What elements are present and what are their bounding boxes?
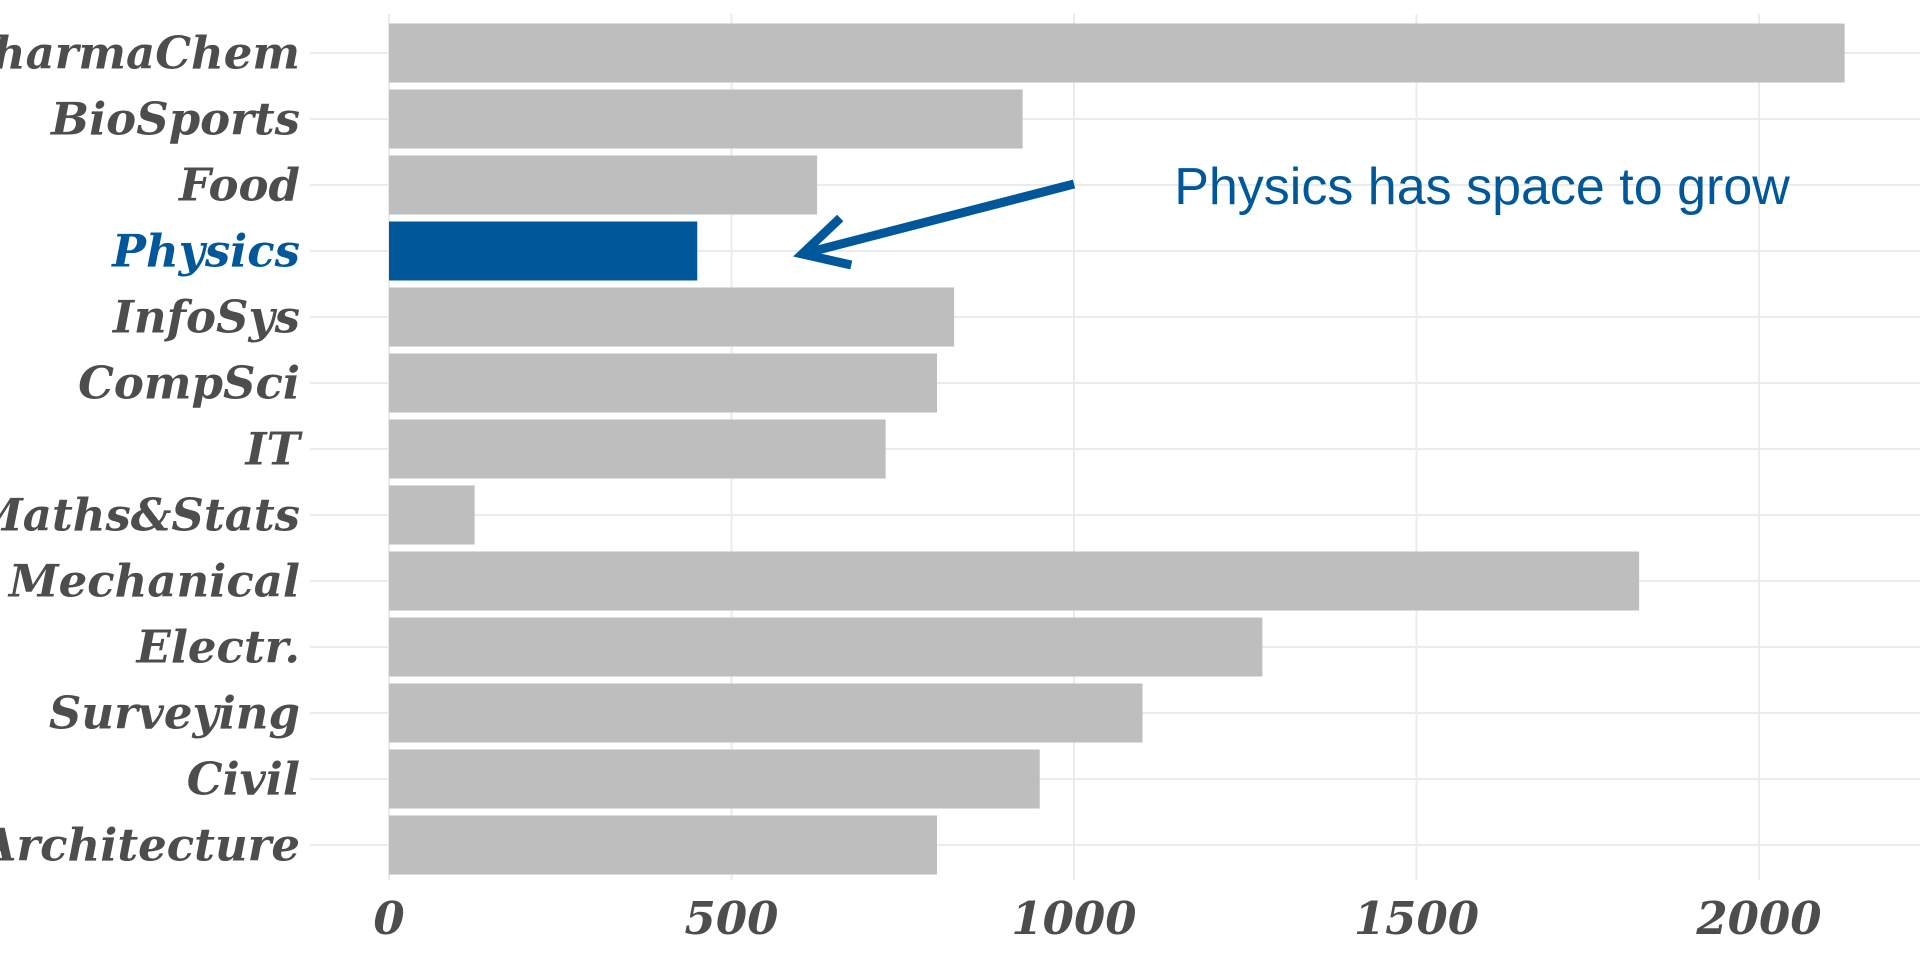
- bar-mechanical: [389, 551, 1640, 611]
- x-tick-label: 500: [685, 892, 779, 945]
- bar-physics: [389, 221, 698, 281]
- bar-food: [389, 155, 818, 215]
- x-tick-label: 1000: [1011, 892, 1136, 945]
- bar-architecture: [389, 815, 937, 875]
- bar-surveying: [389, 683, 1143, 743]
- category-label: Civil: [187, 753, 300, 806]
- bar-compsci: [389, 353, 937, 413]
- annotation: Physics has space to grow: [793, 158, 1790, 270]
- x-tick-label: 2000: [1695, 892, 1821, 945]
- x-tick-label: 0: [373, 892, 404, 945]
- category-label: Surveying: [49, 687, 300, 740]
- category-label: InfoSys: [111, 291, 300, 344]
- category-label: BioSports: [49, 93, 300, 146]
- bar-maths-stats: [389, 485, 475, 545]
- category-label: Mechanical: [7, 555, 300, 608]
- category-label: Physics: [110, 225, 300, 278]
- category-label: Electr.: [135, 621, 300, 674]
- bar-civil: [389, 749, 1040, 809]
- x-axis-tick-labels: 0 500 1000 1500 2000: [373, 892, 1821, 945]
- bar-it: [389, 419, 886, 479]
- category-label: PharmaChem: [0, 27, 300, 80]
- category-label: Maths&Stats: [0, 489, 300, 542]
- bars: [389, 23, 1845, 875]
- bar-pharmachem: [389, 23, 1845, 83]
- bar-biosports: [389, 89, 1023, 149]
- category-label: Architecture: [0, 819, 300, 872]
- category-label: Food: [177, 159, 300, 212]
- category-label: IT: [243, 423, 303, 476]
- x-tick-label: 1500: [1354, 892, 1479, 945]
- annotation-arrow: [801, 179, 1076, 259]
- bar-electr-: [389, 617, 1263, 677]
- bar-infosys: [389, 287, 955, 347]
- annotation-arrow-head: [793, 214, 853, 270]
- category-label: CompSci: [78, 357, 300, 410]
- annotation-text: Physics has space to grow: [1174, 158, 1790, 216]
- category-labels: PharmaChem BioSports Food Physics InfoSys Com…: [0, 27, 304, 872]
